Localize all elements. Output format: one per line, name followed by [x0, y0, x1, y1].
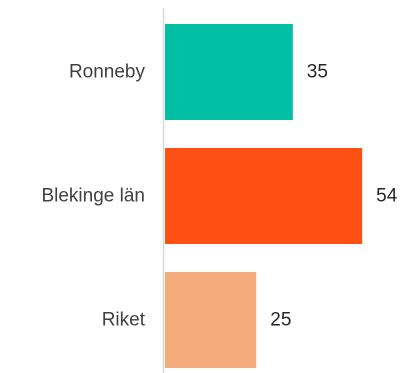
category-label-2: Riket — [102, 310, 146, 331]
bar-2 — [165, 272, 257, 368]
category-label-1: Blekinge län — [41, 186, 145, 207]
bar-1 — [165, 148, 363, 244]
bars-group — [165, 24, 363, 368]
bar-0 — [165, 24, 293, 120]
data-label-1: 54 — [376, 186, 398, 207]
data-labels-group: 35 54 25 — [270, 62, 397, 331]
category-label-0: Ronneby — [69, 62, 146, 83]
category-labels-group: Ronneby Blekinge län Riket — [41, 62, 145, 331]
data-label-2: 25 — [270, 310, 291, 331]
data-label-0: 35 — [307, 62, 328, 83]
